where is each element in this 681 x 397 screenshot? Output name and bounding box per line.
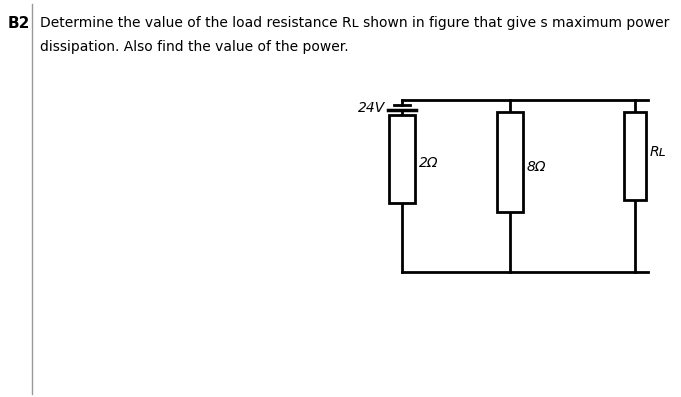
Text: Rʟ: Rʟ (650, 145, 667, 158)
Bar (497, 112, 523, 212)
Text: B2: B2 (8, 16, 31, 31)
Text: 8Ω: 8Ω (527, 160, 546, 174)
Text: Determine the value of the load resistance Rʟ shown in figure that give s maximu: Determine the value of the load resistan… (40, 16, 669, 30)
Text: 24V: 24V (358, 100, 385, 114)
Bar (389, 115, 415, 203)
Bar (624, 112, 646, 200)
Text: dissipation. Also find the value of the power.: dissipation. Also find the value of the … (40, 40, 349, 54)
Text: 2Ω: 2Ω (419, 156, 439, 170)
